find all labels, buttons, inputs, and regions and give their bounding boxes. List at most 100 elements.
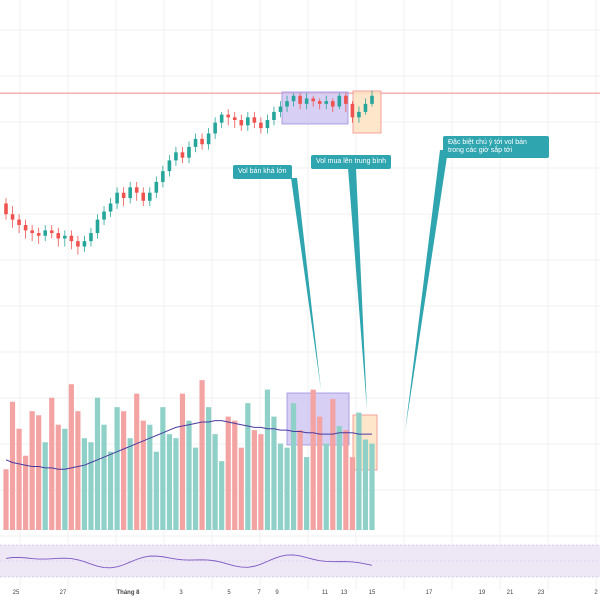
- candle: [76, 235, 80, 255]
- candle-body: [17, 219, 21, 225]
- candle-body: [291, 95, 296, 102]
- candle: [206, 128, 211, 150]
- candle-body: [108, 203, 113, 212]
- candle: [278, 101, 283, 118]
- candle: [167, 155, 172, 177]
- candle: [115, 187, 119, 209]
- candle-body: [298, 95, 302, 104]
- volume-bar: [277, 443, 284, 530]
- candle: [134, 181, 139, 201]
- candle-body: [147, 192, 152, 201]
- volume-bar: [23, 455, 29, 530]
- candle: [4, 198, 8, 220]
- volume-bar: [258, 434, 264, 530]
- candle: [226, 109, 231, 126]
- volume-bar: [199, 380, 205, 530]
- candle: [141, 187, 146, 207]
- candle: [298, 93, 302, 110]
- candle: [259, 117, 263, 134]
- candle-body: [213, 122, 217, 134]
- volume-moving-average: [5, 420, 372, 470]
- callout-watch-sell-volume: Đặc biệt chú ý tới vol bán trong các giờ…: [443, 136, 549, 158]
- candle: [23, 219, 28, 239]
- candle: [89, 227, 93, 247]
- volume-bar: [179, 393, 186, 530]
- volume-bar: [369, 443, 375, 530]
- candle: [357, 106, 361, 123]
- candle: [246, 111, 250, 131]
- candle: [213, 117, 217, 139]
- volume-bar: [81, 438, 88, 530]
- candle: [10, 206, 15, 228]
- candle-body: [56, 233, 61, 239]
- volume-bar: [49, 397, 55, 530]
- candle: [370, 90, 374, 107]
- candle: [344, 93, 348, 112]
- volume-bar: [75, 411, 81, 530]
- candle-body: [350, 103, 355, 118]
- volume-bar: [42, 442, 48, 530]
- candle-body: [121, 192, 126, 199]
- volume-bar: [251, 430, 257, 530]
- volume-bar: [62, 428, 68, 530]
- candle: [311, 95, 315, 107]
- candle-body: [102, 211, 106, 220]
- candle: [337, 93, 342, 110]
- candle: [317, 98, 322, 110]
- candle-body: [226, 114, 231, 118]
- candle: [363, 98, 368, 115]
- candle-body: [363, 103, 368, 112]
- candle: [108, 198, 113, 217]
- candle: [272, 106, 276, 126]
- volume-bar: [225, 416, 231, 530]
- volume-bar: [304, 457, 310, 530]
- candle: [95, 214, 100, 239]
- volume-bar: [107, 451, 114, 530]
- candle-body: [141, 192, 146, 201]
- volume-bar: [317, 416, 323, 530]
- candle: [180, 146, 185, 164]
- volume-bar: [264, 389, 271, 530]
- candle: [304, 93, 309, 110]
- x-tick-label: 23: [538, 590, 545, 596]
- volume-bar: [36, 415, 42, 530]
- x-tick-label: 15: [369, 590, 376, 596]
- volume-bar: [362, 439, 369, 530]
- candle: [252, 111, 257, 129]
- volume-bar: [173, 438, 179, 530]
- volume-bar: [290, 403, 297, 530]
- candle-body: [370, 95, 374, 104]
- callout-pointer-1: [291, 178, 321, 390]
- candle: [291, 93, 296, 107]
- x-tick-label: 25: [13, 590, 20, 596]
- candle: [102, 206, 106, 225]
- candle: [350, 101, 355, 123]
- candle-body: [76, 241, 80, 247]
- candle-body: [232, 117, 237, 120]
- x-tick-label: 27: [60, 590, 67, 596]
- candle: [43, 225, 48, 242]
- volume-bar: [245, 403, 251, 530]
- candle-body: [285, 101, 289, 107]
- candle-body: [161, 171, 165, 182]
- candle: [17, 214, 21, 234]
- candle-body: [30, 230, 34, 234]
- candle: [265, 114, 270, 134]
- candle-body: [10, 214, 15, 220]
- candle: [154, 176, 159, 199]
- volume-bar: [68, 384, 74, 530]
- volume-bar: [9, 401, 16, 530]
- volume-bar: [323, 443, 329, 530]
- candle: [161, 165, 165, 188]
- candle-body: [43, 230, 48, 236]
- candle-body: [180, 152, 185, 158]
- candle-body: [317, 101, 322, 104]
- candle-body: [278, 106, 283, 112]
- volume-bar: [192, 447, 199, 530]
- candle-body: [252, 117, 257, 123]
- candle-body: [167, 160, 172, 172]
- candle-body: [246, 117, 250, 126]
- callout-sell-volume: Vol bán khá lớn: [233, 165, 292, 179]
- candle: [49, 225, 54, 239]
- x-tick-label: 17: [426, 590, 433, 596]
